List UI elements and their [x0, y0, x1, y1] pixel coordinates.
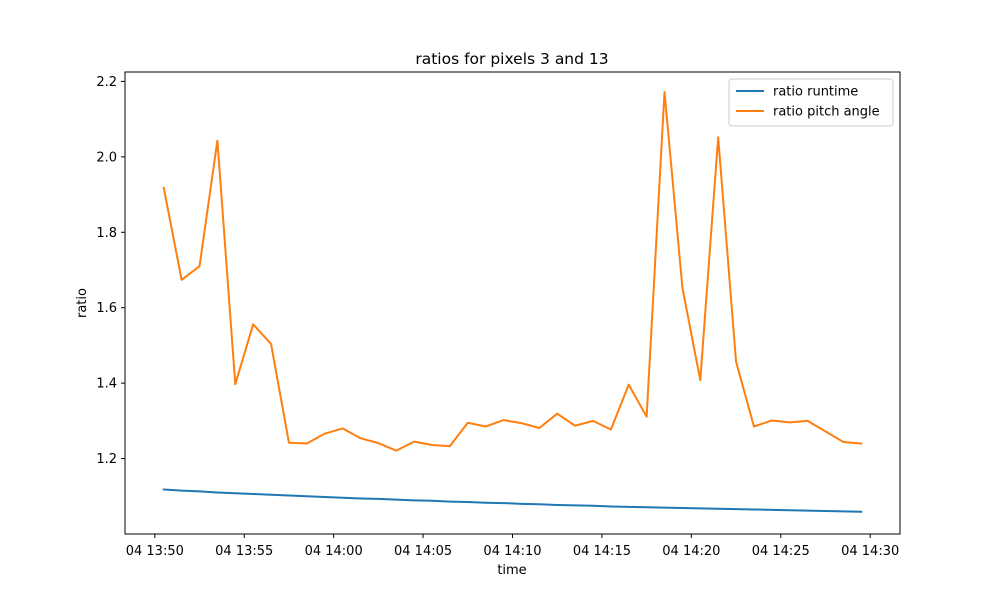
legend-label-1: ratio runtime [773, 85, 858, 100]
legend: ratio runtime ratio pitch angle [728, 78, 894, 127]
y-axis-title: ratio [75, 288, 90, 318]
y-tick-label: 2.2 [96, 75, 117, 90]
y-tick-label: 2.0 [96, 150, 117, 165]
series-line-1 [162, 488, 863, 513]
chart-title: ratios for pixels 3 and 13 [415, 50, 608, 68]
x-axis: 04 13:50 04 13:55 04 14:00 04 14:05 04 14:10… [126, 534, 899, 559]
x-tick-label: 04 14:05 [394, 544, 452, 559]
x-tick-label: 04 14:00 [305, 544, 363, 559]
x-tick-label: 04 14:25 [752, 544, 810, 559]
x-tick-label: 04 13:55 [215, 544, 273, 559]
series-line-2 [162, 90, 863, 452]
legend-label-2: ratio pitch angle [773, 105, 880, 120]
legend-box [728, 78, 894, 127]
y-tick-label: 1.8 [96, 226, 117, 241]
x-tick-label: 04 14:30 [841, 544, 899, 559]
y-tick-label: 1.2 [96, 452, 117, 467]
y-axis: 1.2 1.4 1.6 1.8 2.0 2.2 [96, 75, 125, 467]
x-tick-label: 04 13:50 [126, 544, 184, 559]
y-tick-label: 1.6 [96, 301, 117, 316]
y-tick-label: 1.4 [96, 377, 117, 392]
series-layer [162, 90, 863, 513]
plot-frame [124, 71, 901, 535]
x-axis-title: time [497, 563, 526, 578]
x-tick-label: 04 14:15 [573, 544, 631, 559]
x-tick-label: 04 14:10 [483, 544, 541, 559]
x-tick-label: 04 14:20 [662, 544, 720, 559]
